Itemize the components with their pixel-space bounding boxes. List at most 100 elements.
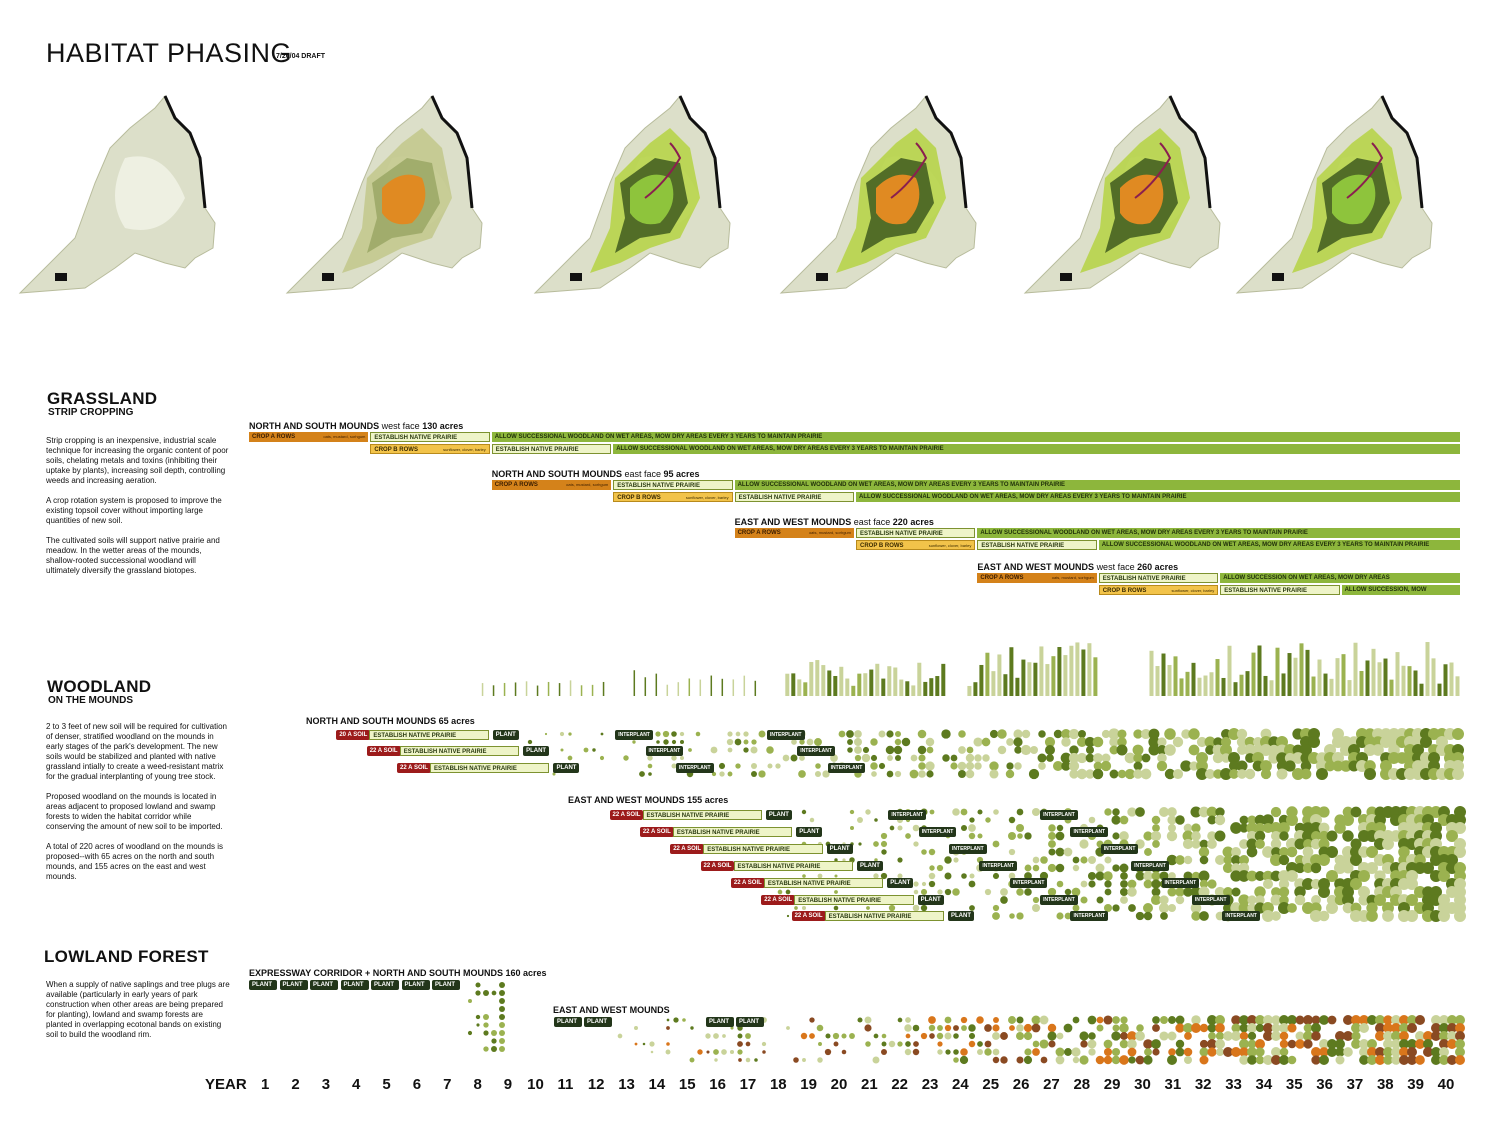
tree-dot: [1080, 1040, 1088, 1048]
grassland-group-heading: EAST AND WEST MOUNDS west face 260 acres: [977, 562, 1178, 572]
establish-bar: ESTABLISH NATIVE PRAIRIE: [1220, 585, 1340, 595]
plant-tag: PLANT: [554, 1017, 582, 1027]
tree-dot: [1052, 760, 1064, 772]
tree-dot: [1303, 1023, 1313, 1033]
tree-dot: [1168, 1016, 1176, 1024]
tree-dot: [1294, 854, 1306, 866]
tree-dot: [483, 1030, 489, 1036]
tree-dot: [1190, 806, 1202, 818]
tree-dot: [1127, 1039, 1137, 1049]
group-name: EAST AND WEST MOUNDS: [568, 795, 688, 805]
tree-dot: [1423, 1039, 1433, 1049]
group-name: EAST AND WEST MOUNDS: [977, 562, 1097, 572]
tree-dot: [1375, 1023, 1385, 1033]
year-tick: 10: [527, 1076, 544, 1093]
growth-bar: [633, 670, 636, 696]
growth-bar: [1057, 647, 1062, 696]
tree-dot: [1239, 1055, 1249, 1065]
tree-dot: [944, 872, 952, 880]
tree-dot: [1237, 769, 1247, 779]
tree-dot: [1183, 855, 1193, 865]
tree-dot: [1318, 830, 1330, 842]
tree-dot: [1222, 846, 1234, 858]
tree-dot: [950, 754, 958, 762]
tree-dot: [801, 905, 807, 911]
tree-dot: [1292, 752, 1304, 764]
tree-dot: [1383, 1015, 1393, 1025]
tree-dot: [1096, 1024, 1104, 1032]
year-tick: 32: [1194, 1076, 1212, 1093]
tree-dot: [1038, 762, 1046, 770]
tree-dot: [1092, 768, 1104, 780]
growth-bar: [1063, 655, 1068, 696]
tree-dot: [1383, 1023, 1393, 1033]
lowland-group-heading: EXPRESSWAY CORRIDOR + NORTH AND SOUTH MO…: [249, 968, 547, 978]
tree-dot: [1246, 838, 1258, 850]
growth-bar: [1323, 673, 1328, 696]
tree-dot: [1207, 1015, 1217, 1025]
growth-bar: [979, 664, 984, 696]
tree-dot: [1263, 1031, 1273, 1041]
tree-dot: [1271, 887, 1281, 897]
tree-dot: [1455, 1015, 1465, 1025]
tree-dot: [1431, 1023, 1441, 1033]
tree-dot: [1109, 745, 1119, 755]
tree-dot: [960, 808, 968, 816]
tree-dot: [953, 1057, 959, 1063]
year-tick: 22: [891, 1076, 909, 1093]
growth-bar: [1161, 653, 1166, 696]
tree-dot: [714, 1058, 718, 1062]
tree-dot: [937, 889, 943, 895]
woodland-paragraph: 2 to 3 feet of new soil will be required…: [46, 722, 227, 781]
year-tick: 36: [1316, 1076, 1333, 1093]
tree-dot: [1055, 831, 1065, 841]
tree-dot: [1318, 854, 1330, 866]
growth-bar: [492, 685, 495, 696]
tree-dot: [1295, 1031, 1305, 1041]
tree-dot: [802, 874, 806, 878]
tree-dot: [1076, 768, 1088, 780]
tree-dot: [1143, 879, 1153, 889]
tree-dot: [1247, 1055, 1257, 1065]
tree-dot: [1447, 1015, 1457, 1025]
tree-dot: [992, 1056, 1000, 1064]
crop-b-bar: CROP B ROWS sunflower, clover, barley: [856, 540, 976, 550]
tree-dot: [1148, 736, 1160, 748]
tree-dot: [1127, 887, 1137, 897]
group-face: west face: [1096, 562, 1138, 572]
tree-dot: [1164, 728, 1176, 740]
tree-dot: [1133, 761, 1143, 771]
tree-dot: [1303, 1039, 1313, 1049]
tree-dot: [1120, 1016, 1128, 1024]
tree-dot: [711, 771, 717, 777]
tree-dot: [1438, 870, 1450, 882]
growth-bar: [1167, 664, 1172, 696]
tree-dot: [1238, 902, 1250, 914]
tree-dot: [1255, 1015, 1265, 1025]
plant-tag: PLANT: [371, 980, 399, 990]
interplant-tag: INTERPLANT: [827, 763, 866, 773]
tree-dot: [1112, 808, 1120, 816]
tree-dot: [1231, 855, 1241, 865]
tree-dot: [722, 1034, 726, 1038]
tree-dot: [1198, 870, 1210, 882]
tree-dot: [1076, 736, 1088, 748]
tree-dot: [1072, 1016, 1080, 1024]
tree-dot: [1109, 769, 1119, 779]
tree-dot: [1374, 870, 1386, 882]
growth-bar: [1299, 643, 1304, 696]
tree-dot: [1183, 887, 1193, 897]
tree-dot: [1119, 1023, 1129, 1033]
tree-dot: [1095, 1055, 1105, 1065]
tree-dot: [1215, 1031, 1225, 1041]
tree-dot: [847, 747, 853, 753]
tree-dot: [1223, 1047, 1233, 1057]
growth-bar: [1197, 677, 1202, 696]
growth-bar: [899, 679, 904, 696]
tree-dot: [688, 748, 692, 752]
tree-dot: [1044, 736, 1056, 748]
tree-dot: [1407, 1055, 1417, 1065]
tree-dot: [1103, 1055, 1113, 1065]
tree-dot: [894, 770, 902, 778]
tree-dot: [1407, 1039, 1417, 1049]
